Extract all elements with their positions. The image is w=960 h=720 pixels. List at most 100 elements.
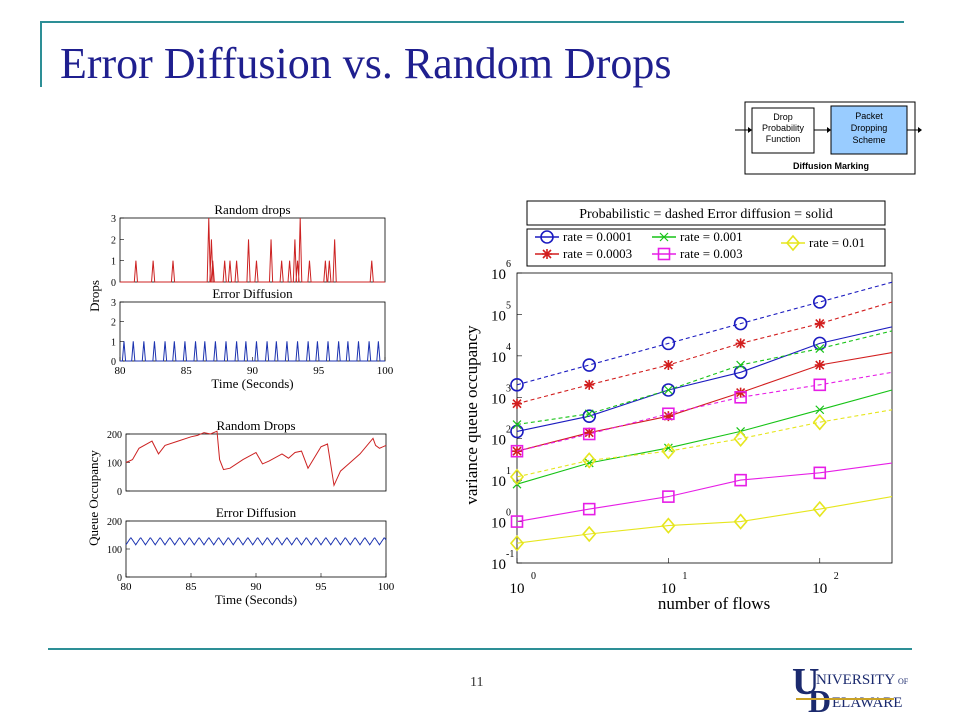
- y-tick-label: 3: [111, 298, 116, 309]
- legend: rate = 0.0001 rate = 0.001 rate = 0.01 rate…: [535, 229, 865, 261]
- variance-chart: Probabilistic = dashed Error diffusion =…: [462, 200, 893, 613]
- data-point: [814, 360, 825, 371]
- data-point: [812, 500, 827, 518]
- legend-entry: rate = 0.0001: [563, 229, 632, 244]
- data-point: [733, 430, 748, 447]
- y-tick-label: 10: [491, 391, 506, 407]
- y-tick-exponent: 4: [506, 342, 511, 353]
- legend-swatch-marker: [785, 234, 801, 252]
- y-tick-label: 10: [491, 557, 506, 573]
- data-point: [584, 379, 595, 390]
- y-tick-exponent: 5: [506, 300, 511, 311]
- error_diffusion-line: [516, 352, 893, 452]
- data-point: [510, 424, 524, 439]
- data-point: [663, 411, 674, 422]
- logo-of: OF: [898, 677, 909, 686]
- data-point: [582, 502, 596, 516]
- drop-probability-line-2: Probability: [762, 123, 805, 133]
- left-rule: [40, 21, 42, 87]
- plot-frame: [125, 520, 387, 578]
- probabilistic-line: [516, 371, 893, 452]
- y-tick-label: 1: [111, 257, 116, 268]
- x-tick-label: 10: [661, 581, 676, 597]
- data-point: [510, 378, 524, 392]
- legend-entry: rate = 0.0003: [563, 246, 632, 261]
- data-point: [582, 358, 597, 372]
- diffusion-marking-caption: Diffusion Marking: [793, 161, 869, 171]
- legend-box: [526, 228, 886, 267]
- y-tick-label: 10: [491, 308, 506, 324]
- data-line: [120, 217, 385, 283]
- drops-ylabel: Drops: [87, 280, 102, 312]
- y-tick-label: 0: [117, 573, 122, 584]
- x-axis-label: Time (Seconds): [211, 376, 293, 391]
- data-point: [509, 535, 525, 552]
- legend-swatch-marker: [540, 230, 554, 244]
- data-point: [509, 468, 525, 486]
- y-tick-label: 3: [111, 214, 116, 225]
- x-tick-label: 10: [510, 581, 525, 597]
- data-point: [661, 336, 676, 351]
- y-tick-label: 0: [117, 487, 122, 498]
- panel-title: Error Diffusion: [216, 505, 297, 520]
- y-tick-label: 100: [107, 545, 122, 556]
- data-point: [584, 458, 594, 468]
- data-point: [661, 517, 676, 534]
- page-number: 11: [470, 675, 484, 690]
- y-tick-label: 100: [107, 459, 122, 470]
- probabilistic-line: [516, 301, 893, 405]
- data-line: [125, 430, 387, 488]
- logo-line2: ELAWARE: [832, 695, 902, 711]
- legend-swatch-marker: [657, 247, 671, 261]
- y-tick-exponent: 0: [506, 508, 511, 519]
- legend-swatch-marker: [659, 232, 669, 242]
- packet-dropping-line-3: Scheme: [852, 135, 885, 145]
- data-point: [662, 490, 675, 503]
- y-tick-exponent: 1: [506, 466, 511, 477]
- y-tick-label: 200: [107, 430, 122, 441]
- logo-line1: NIVERSITY: [816, 672, 895, 688]
- x-tick-label: 85: [181, 365, 193, 377]
- data-line: [125, 537, 387, 546]
- y-tick-label: 10: [491, 516, 506, 532]
- x-tick-label: 80: [121, 581, 133, 593]
- data-point: [661, 383, 676, 397]
- bottom-rule: [48, 648, 912, 650]
- legend-header-box: [526, 200, 886, 226]
- error_diffusion-line: [516, 326, 893, 432]
- queue-ylabel: Queue Occupancy: [86, 450, 101, 546]
- panel-title: Random Drops: [216, 418, 295, 433]
- data-point: [663, 360, 674, 371]
- data-point: [662, 407, 675, 421]
- data-point: [661, 442, 676, 460]
- drop-probability-line-1: Drop: [773, 112, 793, 122]
- panel-title: Error Diffusion: [212, 286, 293, 301]
- y-tick-label: 10: [491, 350, 506, 366]
- data-line: [120, 341, 385, 362]
- y-tick-label: 0: [111, 357, 116, 368]
- data-point: [815, 405, 825, 415]
- data-point: [510, 444, 524, 458]
- x-tick-exponent: 2: [834, 571, 839, 582]
- legend-entry: rate = 0.001: [680, 229, 743, 244]
- data-point: [584, 427, 595, 438]
- data-point: [815, 344, 825, 353]
- x-axis-label: Time (Seconds): [215, 592, 297, 607]
- data-point: [510, 515, 524, 528]
- random-drops-plot: Random drops 0 1 2 3: [111, 202, 386, 289]
- plot-frame: [125, 433, 387, 492]
- data-point: [582, 452, 597, 469]
- x-tick-label: 10: [812, 581, 827, 597]
- packet-dropping-line-1: Packet: [855, 111, 883, 121]
- logo-u: U: [792, 661, 819, 703]
- panel-title: Random drops: [214, 202, 290, 217]
- error_diffusion-line: [516, 389, 893, 485]
- plot-frame: [119, 217, 386, 283]
- data-point: [512, 420, 522, 429]
- data-point: [813, 378, 827, 392]
- y-tick-exponent: -1: [506, 549, 514, 560]
- data-point: [582, 427, 596, 441]
- y-tick-exponent: 6: [506, 259, 511, 270]
- x-tick-exponent: 0: [531, 571, 536, 582]
